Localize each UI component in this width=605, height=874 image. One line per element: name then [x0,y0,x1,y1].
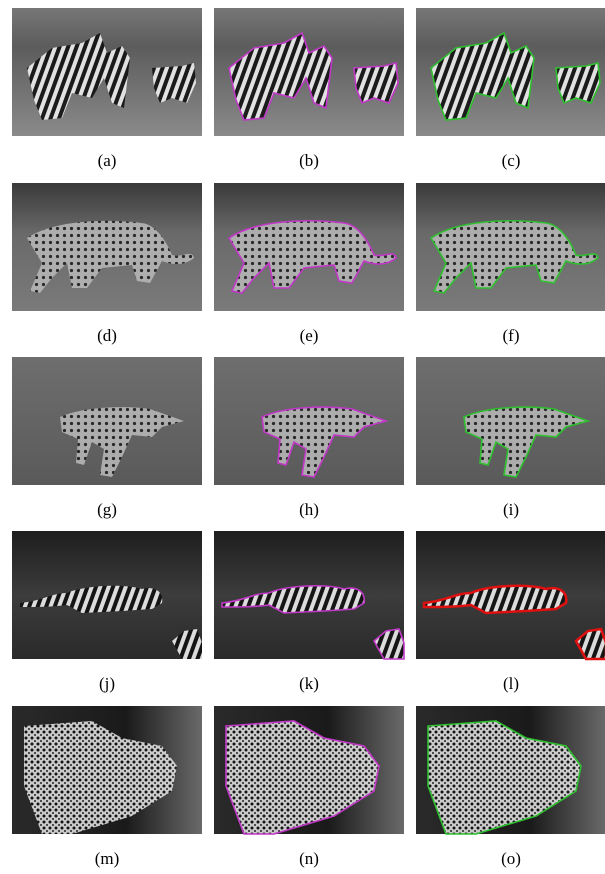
caption: (b) [299,151,319,170]
image-panel [416,357,605,485]
image-panel [214,531,404,659]
image-panel [416,183,605,311]
caption: (i) [503,500,519,519]
caption: (j) [99,674,115,693]
image-panel [416,8,605,136]
caption: (d) [97,326,117,345]
image-panel [12,8,202,136]
image-panel [214,8,404,136]
caption: (l) [503,674,519,693]
caption: (o) [501,849,521,868]
caption: (k) [299,674,319,693]
caption: (g) [97,500,117,519]
image-panel [12,357,202,485]
image-panel [12,183,202,311]
image-panel [214,706,404,834]
caption: (c) [502,151,521,170]
image-panel [416,531,605,659]
caption: (m) [95,849,120,868]
caption: (e) [300,326,319,345]
figure: (a) (b) (c) (d) (e) (f) (g) (h) (i) (j) (k) (l) (m) (… [0,0,605,874]
caption: (f) [503,326,520,345]
image-panel [416,706,605,834]
image-panel [12,706,202,834]
caption: (a) [98,151,117,170]
image-panel [214,357,404,485]
image-panel [214,183,404,311]
caption: (n) [299,849,319,868]
caption: (h) [299,500,319,519]
image-panel [12,531,202,659]
